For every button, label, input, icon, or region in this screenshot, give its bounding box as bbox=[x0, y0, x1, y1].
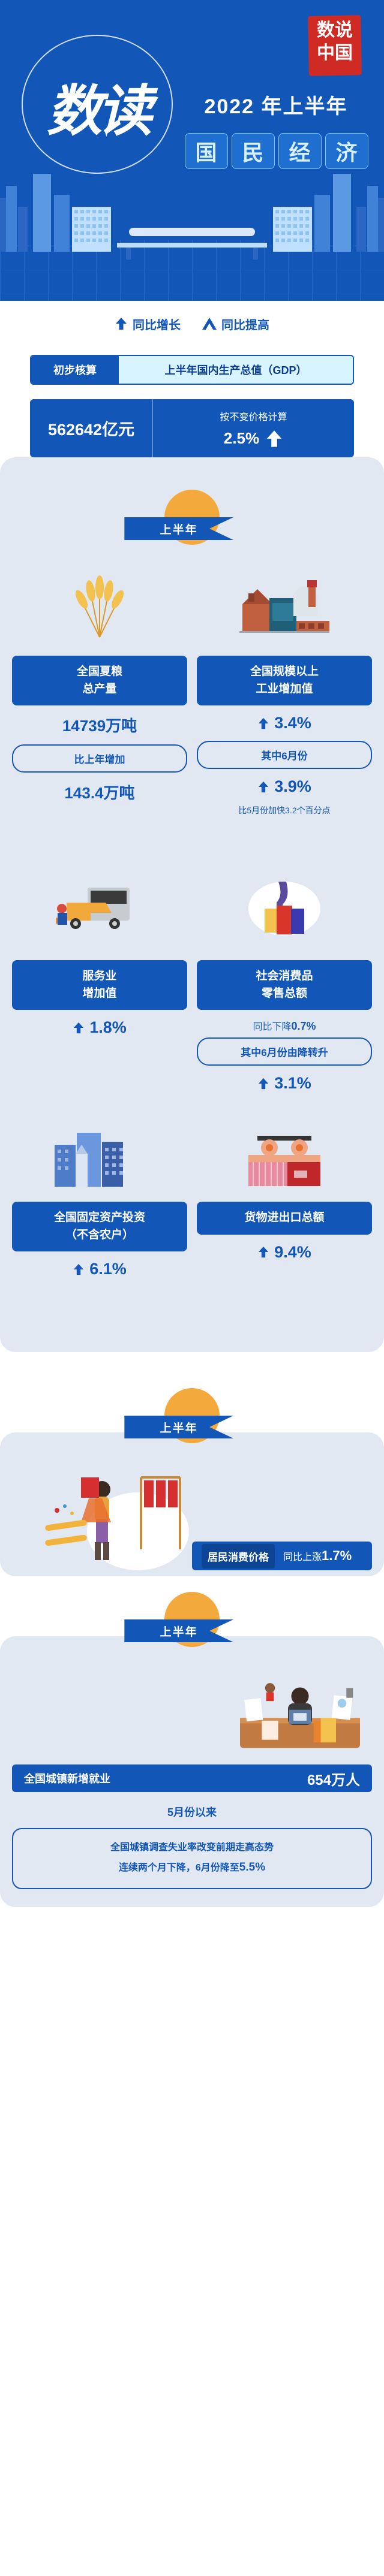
svg-text:中国: 中国 bbox=[317, 43, 353, 63]
svg-text:数说: 数说 bbox=[317, 20, 353, 40]
